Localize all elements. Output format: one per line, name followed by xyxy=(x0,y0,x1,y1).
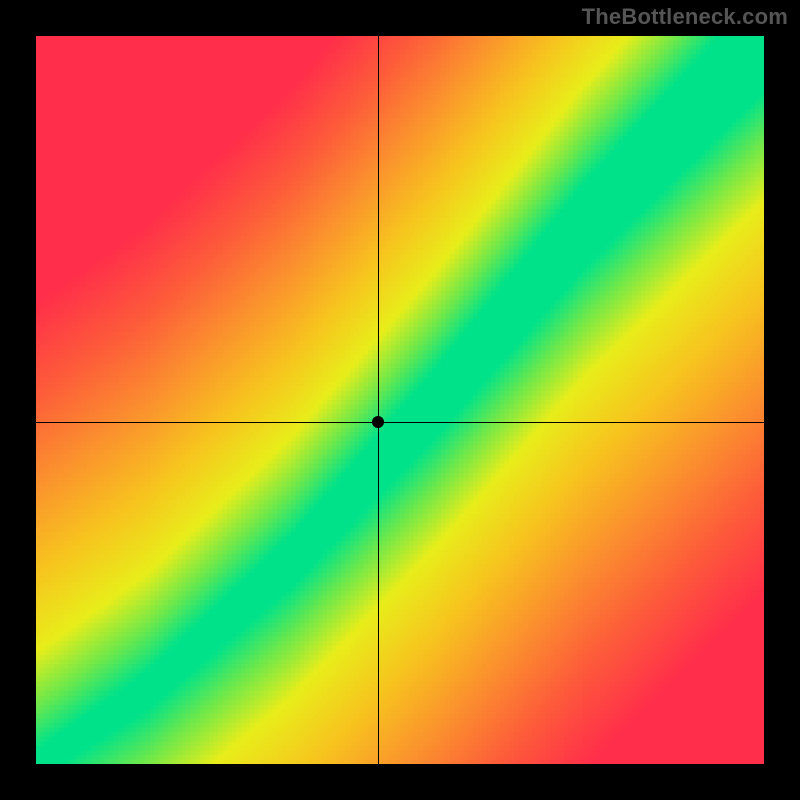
outer-frame: TheBottleneck.com xyxy=(0,0,800,800)
watermark-text: TheBottleneck.com xyxy=(582,4,788,30)
crosshair-vertical xyxy=(378,36,379,764)
selection-marker[interactable] xyxy=(372,416,384,428)
crosshair-horizontal xyxy=(36,422,764,423)
plot-area xyxy=(36,36,764,764)
bottleneck-heatmap xyxy=(36,36,764,764)
